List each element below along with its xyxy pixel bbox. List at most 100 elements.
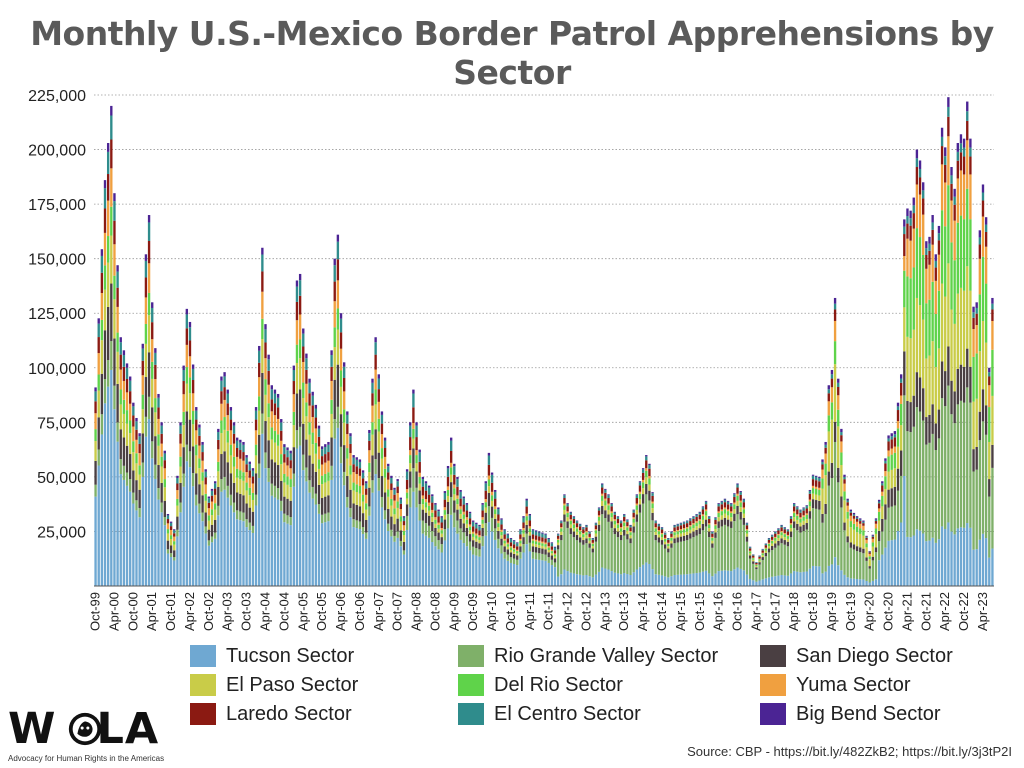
month-bar	[409, 422, 412, 586]
bar-segment-tucson-sector	[808, 568, 812, 586]
bar-segment-san-diego-sector	[119, 429, 122, 460]
month-bar	[490, 472, 494, 586]
bar-segment-rio-grande-valley-sector	[468, 541, 472, 551]
bar-segment-laredo-sector	[516, 546, 519, 550]
bar-segment-san-diego-sector	[553, 558, 557, 563]
bar-segment-el-paso-sector	[229, 455, 233, 474]
bar-segment-del-rio-sector	[903, 270, 906, 308]
month-bar	[336, 234, 340, 586]
month-bar	[437, 509, 440, 586]
month-bar	[786, 529, 790, 586]
bar-segment-el-paso-sector	[903, 307, 906, 352]
bar-segment-yuma-sector	[273, 415, 277, 431]
bar-segment-big-bend-sector	[481, 503, 484, 505]
bar-segment-tucson-sector	[670, 576, 673, 586]
x-tick-label: Oct-09	[465, 592, 480, 631]
bar-segment-laredo-sector	[402, 521, 406, 526]
bar-segment-el-centro-sector	[909, 218, 912, 226]
month-bar	[185, 308, 189, 586]
bar-segment-el-centro-sector	[736, 484, 739, 488]
bar-segment-laredo-sector	[984, 231, 988, 247]
bar-segment-tucson-sector	[761, 579, 764, 586]
bar-segment-del-rio-sector	[893, 452, 897, 469]
bar-segment-el-paso-sector	[179, 466, 182, 483]
bar-segment-el-centro-sector	[396, 481, 399, 487]
bar-segment-laredo-sector	[582, 529, 585, 533]
bar-segment-el-paso-sector	[676, 534, 679, 538]
bar-segment-yuma-sector	[918, 194, 922, 238]
bar-segment-yuma-sector	[701, 514, 705, 516]
bar-segment-yuma-sector	[777, 533, 780, 536]
bar-segment-rio-grande-valley-sector	[928, 442, 931, 541]
month-bar	[302, 328, 305, 586]
bar-segment-laredo-sector	[151, 322, 154, 340]
month-bar	[619, 520, 623, 586]
bar-segment-el-centro-sector	[796, 507, 799, 510]
bar-segment-el-centro-sector	[594, 523, 598, 526]
bar-segment-rio-grande-valley-sector	[815, 508, 818, 567]
month-bar	[560, 520, 563, 586]
bar-segment-el-paso-sector	[881, 506, 884, 519]
bar-segment-el-paso-sector	[405, 498, 409, 505]
bar-segment-yuma-sector	[525, 513, 528, 517]
bar-segment-laredo-sector	[811, 479, 815, 486]
month-bar	[270, 385, 273, 586]
bar-segment-rio-grande-valley-sector	[689, 538, 692, 574]
x-tick-label: Oct-13	[616, 592, 631, 631]
bar-segment-rio-grande-valley-sector	[185, 444, 189, 462]
bar-segment-laredo-sector	[163, 460, 166, 469]
bar-segment-el-paso-sector	[311, 444, 314, 464]
bar-segment-del-rio-sector	[767, 543, 771, 547]
bar-segment-yuma-sector	[453, 484, 456, 489]
bar-segment-del-rio-sector	[393, 508, 396, 515]
month-bar	[950, 167, 953, 586]
bar-segment-big-bend-sector	[113, 193, 116, 202]
bar-segment-el-centro-sector	[239, 442, 242, 451]
bar-segment-del-rio-sector	[752, 558, 755, 560]
bar-segment-el-paso-sector	[418, 483, 421, 491]
bar-segment-big-bend-sector	[676, 523, 679, 525]
bar-segment-el-paso-sector	[443, 514, 447, 520]
bar-segment-tucson-sector	[818, 566, 821, 586]
bar-segment-tucson-sector	[144, 436, 148, 586]
bar-segment-el-paso-sector	[855, 532, 859, 547]
bar-segment-tucson-sector	[494, 539, 497, 586]
bar-segment-big-bend-sector	[97, 318, 100, 324]
month-bar	[418, 449, 421, 586]
bar-segment-tucson-sector	[726, 570, 730, 586]
bar-segment-laredo-sector	[534, 535, 538, 540]
bar-segment-big-bend-sector	[160, 422, 163, 426]
bar-segment-el-centro-sector	[176, 478, 179, 484]
bar-segment-rio-grande-valley-sector	[786, 546, 790, 576]
bar-segment-del-rio-sector	[308, 422, 311, 435]
bar-segment-del-rio-sector	[594, 530, 598, 534]
bar-segment-el-paso-sector	[506, 546, 509, 550]
bar-segment-tucson-sector	[714, 573, 717, 586]
month-bar	[689, 518, 692, 586]
bar-segment-el-centro-sector	[931, 222, 934, 230]
bar-segment-big-bend-sector	[371, 378, 374, 383]
bar-segment-el-centro-sector	[915, 158, 919, 168]
bar-segment-rio-grande-valley-sector	[723, 524, 727, 571]
bar-segment-el-centro-sector	[676, 524, 679, 527]
bar-segment-el-paso-sector	[638, 499, 642, 505]
bar-segment-big-bend-sector	[925, 241, 928, 249]
bar-segment-big-bend-sector	[849, 509, 852, 512]
bar-segment-tucson-sector	[541, 560, 544, 586]
bar-segment-el-paso-sector	[654, 531, 657, 535]
bar-segment-del-rio-sector	[113, 275, 116, 300]
bar-segment-tucson-sector	[821, 573, 824, 586]
bar-segment-san-diego-sector	[220, 454, 223, 480]
bar-segment-rio-grande-valley-sector	[509, 557, 513, 563]
bar-segment-laredo-sector	[119, 354, 122, 370]
bar-segment-el-centro-sector	[890, 436, 893, 440]
bar-segment-rio-grande-valley-sector	[481, 536, 484, 547]
bar-segment-rio-grande-valley-sector	[94, 484, 97, 497]
month-bar	[909, 210, 912, 586]
bar-segment-yuma-sector	[119, 369, 122, 390]
bar-segment-tucson-sector	[534, 559, 538, 586]
x-tick-label: Oct-10	[503, 592, 518, 631]
bar-segment-yuma-sector	[465, 517, 469, 520]
bar-segment-big-bend-sector	[440, 516, 443, 518]
bar-segment-laredo-sector	[755, 562, 758, 565]
